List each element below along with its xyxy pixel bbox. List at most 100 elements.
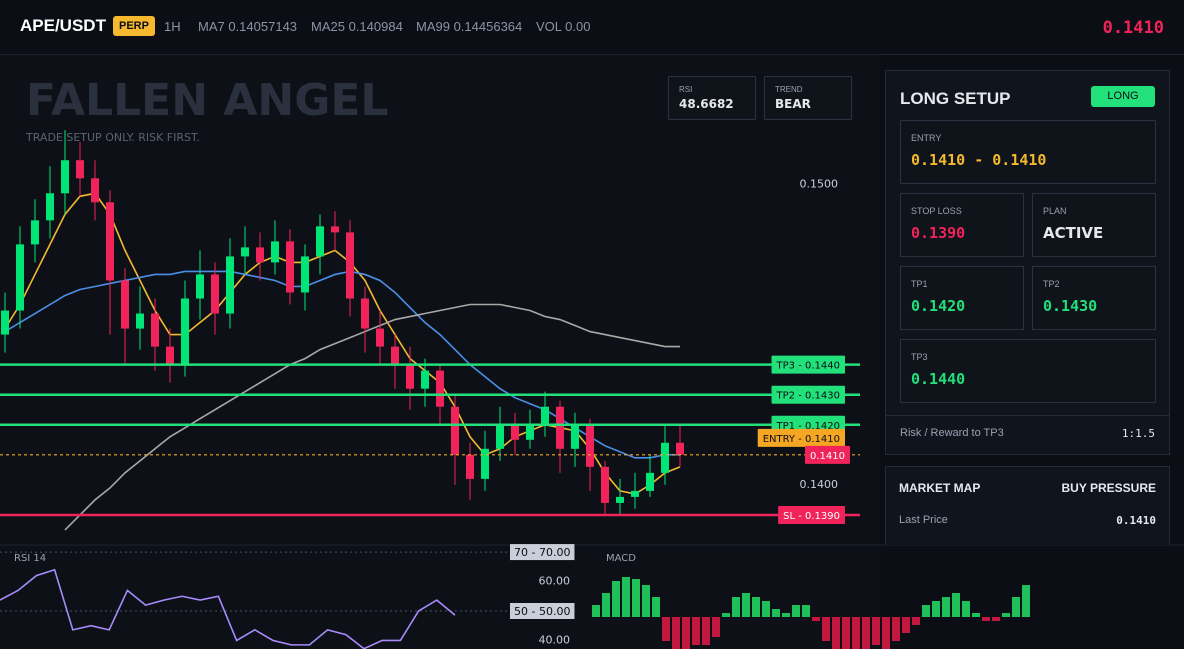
label: TP2	[1043, 279, 1060, 289]
divider	[886, 415, 1169, 416]
candle-body	[46, 193, 54, 221]
candle-body	[631, 490, 639, 497]
candle-body	[301, 256, 309, 293]
price-overlay: 0.1500 0.1400 TP3 - 0.1440 TP2 - 0.1430 TP1 …	[0, 177, 860, 524]
macd-bar	[682, 617, 690, 649]
macd-bar	[932, 601, 940, 617]
ma99: MA99 0.14456364	[416, 19, 523, 34]
macd-bar	[772, 609, 780, 617]
macd-bar	[842, 617, 850, 649]
macd-bar	[752, 597, 760, 617]
candle-body	[91, 178, 99, 203]
candle-body	[181, 298, 189, 365]
label: TREND	[775, 85, 803, 94]
candle-body	[586, 424, 594, 467]
label: RSI	[679, 85, 693, 94]
macd-bar	[1012, 597, 1020, 617]
candle-body	[121, 280, 129, 329]
macd-bar	[592, 605, 600, 617]
macd-bar	[1022, 585, 1030, 617]
candle-body	[151, 313, 159, 347]
candle-body	[511, 424, 519, 440]
macd-bar	[602, 593, 610, 617]
level-tag	[757, 428, 845, 447]
macd-bar	[632, 579, 640, 617]
value: 0.1390	[911, 224, 966, 242]
macd-bar	[972, 613, 980, 617]
panel-title: RSI 14	[14, 553, 46, 564]
macd-bar	[982, 617, 990, 621]
ma-line	[4, 270, 680, 459]
rsi-stat: RSI 48.6682	[668, 76, 756, 120]
level-tag	[805, 445, 850, 464]
candle-body	[106, 202, 114, 281]
candle-body	[601, 466, 609, 503]
macd-plot: MACD	[592, 553, 1030, 649]
macd-bar	[742, 593, 750, 617]
candle-body	[451, 406, 459, 455]
macd-bar	[922, 605, 930, 617]
macd-bar	[762, 601, 770, 617]
setup-badge[interactable]: LONG	[1091, 86, 1155, 107]
level-tag	[771, 355, 845, 374]
macd-bar	[782, 613, 790, 617]
candle-body	[526, 424, 534, 440]
level-label: 0.1410	[810, 451, 845, 462]
candle-body	[421, 370, 429, 389]
value: 0.1440	[911, 370, 966, 388]
candle-body	[436, 370, 444, 407]
value: 0.1420	[911, 297, 966, 315]
macd-bar	[1002, 613, 1010, 617]
ma-line	[64, 303, 680, 531]
panel-title: MACD	[606, 553, 636, 564]
candle-body	[556, 406, 564, 449]
rsi-clip	[0, 568, 456, 649]
level-tag	[778, 505, 845, 524]
timeframe[interactable]: 1H	[164, 19, 181, 34]
value: BEAR	[775, 97, 811, 111]
level-label: ENTRY - 0.1410	[763, 434, 840, 445]
macd-bar	[822, 617, 830, 641]
level-label: 70 - 70.00	[514, 546, 570, 559]
market-title: MARKET MAP	[899, 481, 981, 495]
ma7: MA7 0.14057143	[198, 19, 298, 34]
top-bar: APE/USDT PERP 1H MA7 0.14057143 MA25 0.1…	[0, 0, 1184, 55]
macd-bar	[622, 577, 630, 617]
tp3-box: TP3 0.1440	[900, 339, 1156, 403]
macd-bar	[882, 617, 890, 649]
macd-bar	[612, 581, 620, 617]
macd-bar	[952, 593, 960, 617]
macd-bar	[902, 617, 910, 633]
market-card: MARKET MAP BUY PRESSURE Last Price 0.141…	[885, 466, 1170, 545]
value: ACTIVE	[1043, 224, 1104, 242]
label: PLAN	[1043, 206, 1067, 216]
value: 48.6682	[679, 97, 734, 111]
symbol[interactable]: APE/USDT	[20, 16, 106, 35]
ma-line	[4, 192, 681, 495]
macd-bar	[652, 597, 660, 617]
candle-body	[391, 346, 399, 365]
ma25: MA25 0.140984	[311, 19, 403, 34]
y-tick-label: 0.1500	[800, 177, 839, 190]
value: 0.1430	[1043, 297, 1098, 315]
setup-card: LONG SETUP LONG ENTRY 0.1410 - 0.1410 ST…	[885, 70, 1170, 455]
macd-bar	[732, 597, 740, 617]
candle-body	[166, 346, 174, 365]
level-label: TP2 - 0.1430	[776, 391, 840, 402]
level-tag	[510, 602, 575, 619]
level-label: SL - 0.1390	[783, 511, 840, 522]
candle-body	[61, 160, 69, 194]
candle-body	[76, 160, 84, 179]
candle-body	[31, 220, 39, 245]
market-status: BUY PRESSURE	[1061, 481, 1156, 495]
value: 0.1410 - 0.1410	[911, 151, 1047, 169]
y-tick-label: 40.00	[539, 633, 571, 646]
candle-body	[406, 364, 414, 389]
candle-body	[241, 247, 249, 257]
macd-bar	[892, 617, 900, 641]
candle-body	[466, 454, 474, 479]
label: TP1	[911, 279, 928, 289]
candle-body	[286, 241, 294, 293]
candle-body	[226, 256, 234, 314]
candle-body	[571, 424, 579, 449]
